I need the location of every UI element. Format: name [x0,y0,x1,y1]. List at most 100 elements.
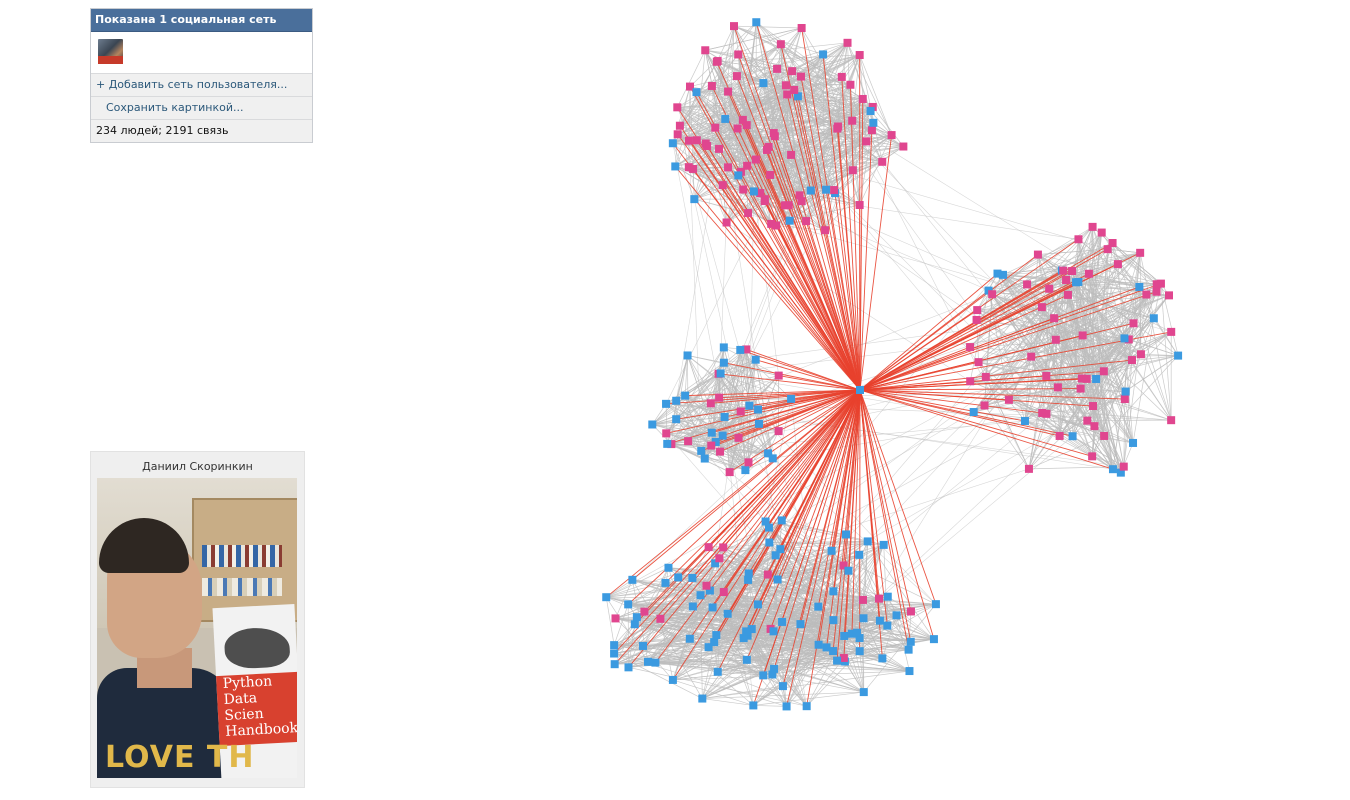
person-node[interactable] [662,429,671,438]
person-node[interactable] [747,625,756,634]
person-node[interactable] [806,186,815,195]
person-node[interactable] [672,415,681,424]
person-node[interactable] [715,393,724,402]
person-node[interactable] [661,578,670,587]
person-node[interactable] [869,118,878,127]
person-node[interactable] [1074,235,1083,244]
person-node[interactable] [868,102,877,111]
person-node[interactable] [764,523,773,532]
person-node[interactable] [749,701,758,710]
person-node[interactable] [644,657,653,666]
person-node[interactable] [663,439,672,448]
person-node[interactable] [719,543,728,552]
person-node[interactable] [863,537,872,546]
person-node[interactable] [734,171,743,180]
person-node[interactable] [688,573,697,582]
person-node[interactable] [684,163,693,172]
person-node[interactable] [1023,280,1032,289]
person-node[interactable] [1116,468,1125,477]
person-node[interactable] [697,446,706,455]
person-node[interactable] [852,628,861,637]
person-node[interactable] [763,570,772,579]
person-node[interactable] [778,682,787,691]
person-node[interactable] [1127,356,1136,365]
person-node[interactable] [878,654,887,663]
person-node[interactable] [1074,277,1083,286]
person-node[interactable] [819,50,828,59]
person-node[interactable] [718,181,727,190]
person-node[interactable] [814,602,823,611]
person-node[interactable] [711,123,720,132]
person-node[interactable] [822,185,831,194]
person-node[interactable] [931,600,940,609]
person-node[interactable] [796,620,805,629]
person-node[interactable] [774,371,783,380]
person-node[interactable] [1174,351,1183,360]
person-node[interactable] [1099,367,1108,376]
person-node[interactable] [874,594,883,603]
person-node[interactable] [785,216,794,225]
person-node[interactable] [843,38,852,47]
person-node[interactable] [859,688,868,697]
person-node[interactable] [768,670,777,679]
person-node[interactable] [814,640,823,649]
person-node[interactable] [668,139,677,148]
person-node[interactable] [734,433,743,442]
person-node[interactable] [739,185,748,194]
person-node[interactable] [725,468,734,477]
person-node[interactable] [741,466,750,475]
person-node[interactable] [1062,276,1071,285]
person-node[interactable] [974,358,983,367]
person-node[interactable] [1033,250,1042,259]
person-node[interactable] [899,142,908,151]
person-node[interactable] [797,24,806,33]
person-node[interactable] [796,72,805,81]
person-node[interactable] [716,447,725,456]
person-node[interactable] [776,40,785,49]
person-node[interactable] [782,702,791,711]
person-node[interactable] [753,600,762,609]
user-avatar-thumbnail[interactable] [98,39,123,64]
person-node[interactable] [846,80,855,89]
person-node[interactable] [867,126,876,135]
person-node[interactable] [904,645,913,654]
person-node[interactable] [716,369,725,378]
person-node[interactable] [848,116,857,125]
person-node[interactable] [744,575,753,584]
person-node[interactable] [1076,384,1085,393]
person-node[interactable] [1129,438,1138,447]
person-node[interactable] [628,575,637,584]
person-node[interactable] [744,458,753,467]
person-node[interactable] [793,92,802,101]
person-node[interactable] [769,627,778,636]
person-node[interactable] [712,631,721,640]
person-node[interactable] [767,219,776,228]
person-node[interactable] [1038,408,1047,417]
person-node[interactable] [724,163,733,172]
person-node[interactable] [1020,416,1029,425]
person-node[interactable] [858,595,867,604]
person-node[interactable] [733,124,742,133]
person-node[interactable] [929,635,938,644]
person-node[interactable] [664,563,673,572]
person-node[interactable] [858,94,867,103]
person-node[interactable] [1088,222,1097,231]
person-node[interactable] [742,345,751,354]
person-node[interactable] [736,407,745,416]
person-node[interactable] [1167,327,1176,336]
person-node[interactable] [1092,374,1101,383]
person-node[interactable] [840,631,849,640]
person-node[interactable] [1167,416,1176,425]
person-node[interactable] [705,586,714,595]
person-node[interactable] [973,306,982,315]
person-node[interactable] [719,588,728,597]
person-node[interactable] [1055,431,1064,440]
person-node[interactable] [1142,290,1151,299]
person-node[interactable] [1024,464,1033,473]
person-node[interactable] [1090,422,1099,431]
person-node[interactable] [704,643,713,652]
person-node[interactable] [711,559,720,568]
person-node[interactable] [761,517,770,526]
person-node[interactable] [674,573,683,582]
